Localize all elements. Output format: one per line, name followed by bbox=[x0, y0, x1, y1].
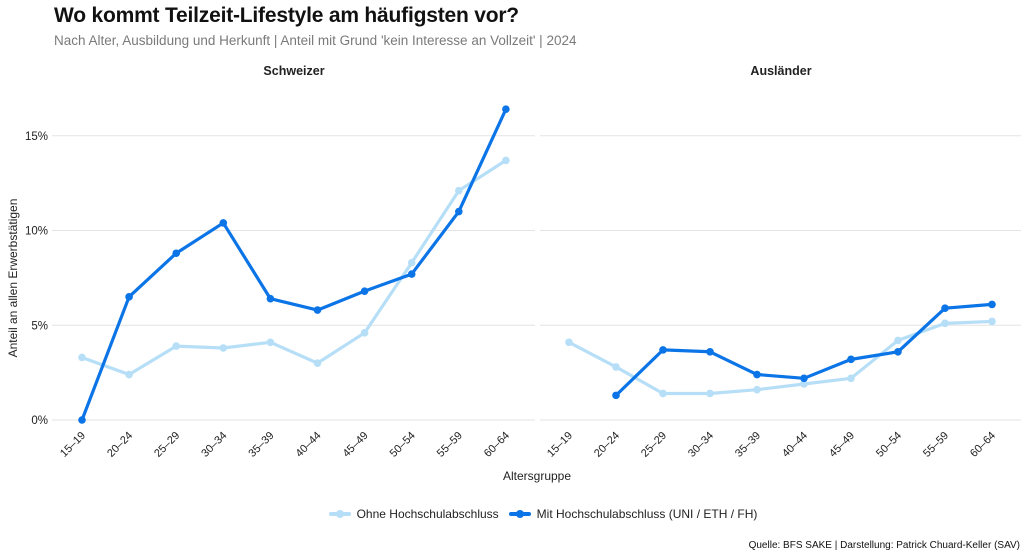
data-point-mit-auslaender bbox=[612, 391, 620, 400]
facet-label-auslaender: Ausländer bbox=[750, 64, 812, 78]
legend-item-ohne[interactable]: Ohne Hochschulabschluss bbox=[328, 507, 499, 521]
x-tick-label-auslaender: 15–19 bbox=[545, 430, 575, 460]
data-point-mit-auslaender bbox=[941, 304, 949, 312]
data-point-mit-schweizer bbox=[125, 293, 133, 301]
x-tick-label-schweizer: 20–24 bbox=[105, 430, 135, 460]
data-point-ohne-auslaender bbox=[565, 338, 573, 347]
x-tick-label-schweizer: 30–34 bbox=[199, 430, 229, 460]
x-tick-label-auslaender: 45–49 bbox=[827, 430, 857, 460]
legend-label-ohne: Ohne Hochschulabschluss bbox=[356, 507, 499, 521]
data-point-mit-schweizer bbox=[219, 219, 228, 227]
series-line-mit-schweizer bbox=[80, 107, 508, 422]
data-point-mit-auslaender bbox=[988, 300, 996, 309]
y-tick-label: 15% bbox=[25, 131, 48, 143]
legend-item-mit[interactable]: Mit Hochschulabschluss (UNI / ETH / FH) bbox=[508, 507, 758, 521]
x-tick-label-auslaender: 35–39 bbox=[733, 430, 763, 460]
data-point-ohne-schweizer bbox=[219, 344, 228, 352]
data-point-mit-auslaender bbox=[800, 374, 808, 383]
x-tick-label-schweizer: 55–59 bbox=[435, 430, 465, 460]
data-point-ohne-auslaender bbox=[847, 374, 855, 383]
x-tick-label-schweizer: 40–44 bbox=[294, 430, 324, 460]
legend-key-mit-icon bbox=[508, 509, 531, 519]
data-point-ohne-auslaender bbox=[612, 363, 620, 371]
data-point-ohne-auslaender bbox=[800, 380, 808, 388]
legend-key-ohne-icon bbox=[328, 509, 351, 519]
x-tick-label-auslaender: 20–24 bbox=[592, 430, 622, 460]
series-line-ohne-auslaender bbox=[567, 319, 994, 396]
x-tick-label-auslaender: 50–54 bbox=[874, 430, 904, 460]
data-point-mit-auslaender bbox=[706, 347, 714, 356]
source-note: Quelle: BFS SAKE | Darstellung: Patrick … bbox=[748, 540, 1020, 551]
y-axis-title: Anteil an allen Erwerbstätigen bbox=[6, 199, 20, 358]
x-tick-label-schweizer: 45–49 bbox=[341, 430, 371, 460]
data-point-ohne-schweizer bbox=[78, 353, 86, 362]
data-point-ohne-schweizer bbox=[360, 329, 369, 337]
data-point-ohne-auslaender bbox=[894, 336, 902, 345]
facet-label-schweizer: Schweizer bbox=[263, 64, 325, 78]
data-point-mit-auslaender bbox=[847, 355, 855, 364]
data-point-ohne-auslaender bbox=[706, 389, 714, 398]
data-point-ohne-schweizer bbox=[125, 370, 133, 379]
x-tick-label-schweizer: 60–64 bbox=[482, 430, 512, 460]
data-point-ohne-auslaender bbox=[988, 317, 996, 326]
data-point-mit-auslaender bbox=[894, 347, 902, 356]
legend-point-mit bbox=[515, 510, 524, 518]
data-point-ohne-schweizer bbox=[407, 258, 416, 267]
y-tick-label: 0% bbox=[31, 415, 48, 427]
x-tick-label-schweizer: 50–54 bbox=[388, 430, 418, 460]
x-tick-label-auslaender: 30–34 bbox=[686, 430, 716, 460]
legend: Ohne Hochschulabschluss Mit Hochschulabs… bbox=[0, 507, 1026, 521]
data-point-mit-schweizer bbox=[407, 270, 416, 278]
data-point-ohne-schweizer bbox=[266, 338, 275, 347]
x-tick-label-schweizer: 15–19 bbox=[58, 430, 88, 460]
data-point-mit-auslaender bbox=[659, 346, 667, 354]
chart-subtitle: Nach Alter, Ausbildung und Herkunft | An… bbox=[54, 33, 577, 48]
data-point-mit-auslaender bbox=[753, 370, 761, 379]
y-tick-label: 10% bbox=[25, 226, 48, 238]
data-point-mit-schweizer bbox=[455, 207, 463, 216]
data-point-mit-schweizer bbox=[313, 306, 322, 314]
data-point-ohne-auslaender bbox=[753, 385, 761, 394]
x-tick-label-auslaender: 55–59 bbox=[921, 430, 951, 460]
x-tick-label-schweizer: 35–39 bbox=[246, 430, 276, 460]
data-point-ohne-schweizer bbox=[455, 186, 463, 195]
legend-label-mit: Mit Hochschulabschluss (UNI / ETH / FH) bbox=[536, 507, 758, 521]
data-point-ohne-schweizer bbox=[313, 359, 322, 367]
chart-title: Wo kommt Teilzeit-Lifestyle am häufigste… bbox=[54, 4, 519, 27]
data-point-ohne-schweizer bbox=[502, 156, 510, 165]
data-point-mit-schweizer bbox=[172, 249, 180, 258]
x-tick-label-auslaender: 40–44 bbox=[780, 430, 810, 460]
data-point-mit-schweizer bbox=[266, 294, 275, 303]
x-tick-label-schweizer: 25–29 bbox=[152, 430, 182, 460]
data-point-ohne-auslaender bbox=[659, 389, 667, 398]
x-axis-title: Altersgruppe bbox=[503, 469, 571, 483]
data-point-ohne-schweizer bbox=[172, 342, 180, 350]
data-point-mit-schweizer bbox=[360, 287, 369, 295]
x-tick-label-auslaender: 60–64 bbox=[968, 430, 998, 460]
legend-point-ohne bbox=[335, 510, 344, 518]
data-point-mit-schweizer bbox=[78, 416, 86, 424]
series-line-ohne-schweizer bbox=[80, 158, 508, 377]
x-tick-label-auslaender: 25–29 bbox=[639, 430, 669, 460]
data-point-ohne-auslaender bbox=[941, 319, 949, 328]
data-point-mit-schweizer bbox=[502, 105, 510, 114]
y-tick-label: 5% bbox=[31, 320, 48, 332]
